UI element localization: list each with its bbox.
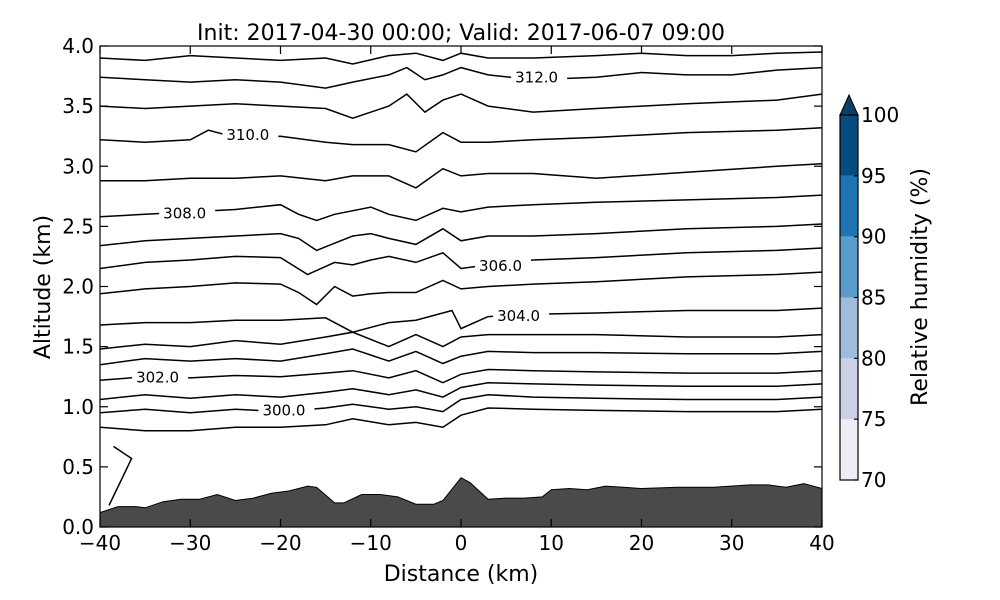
x-tick-label: 0 (455, 531, 468, 555)
y-tick-label: 2.5 (62, 214, 94, 238)
x-tick-label: −40 (79, 531, 121, 555)
contour-label-mask (159, 203, 216, 224)
colorbar-bin (840, 419, 858, 480)
colorbar-bins (840, 115, 858, 480)
contour-label-mask (258, 400, 315, 421)
theta-contour-line (99, 66, 823, 89)
colorbar-tick-label: 70 (861, 468, 886, 492)
contour-label-layer: 300.0 302.0 304.0 306.0 308.0 310.0 312.0 (132, 67, 568, 421)
theta-contour-line (99, 223, 823, 252)
y-axis-title: Altitude (km) (31, 215, 56, 359)
colorbar-tick-label: 90 (861, 225, 886, 249)
colorbar-tick-label: 95 (861, 164, 886, 188)
y-tick-label: 4.0 (62, 34, 94, 58)
theta-contour-line (108, 445, 133, 506)
contour-label: 310.0 (226, 126, 269, 144)
x-tick-label: 10 (539, 531, 564, 555)
theta-contour-line (100, 163, 823, 189)
theta-contour-line (99, 194, 823, 222)
contour-label-mask (493, 306, 550, 327)
terrain-area (99, 477, 823, 528)
x-tick-label: 40 (809, 531, 834, 555)
terrain-layer (99, 477, 823, 528)
x-axis-ticks: −40 −30 −20 −10 0 10 20 30 40 (79, 46, 835, 555)
theta-contour-line (99, 247, 823, 276)
colorbar-bin (840, 297, 858, 359)
theta-contour-line (99, 127, 823, 153)
colorbar-bin (840, 115, 858, 176)
y-tick-label: 3.5 (62, 94, 94, 118)
x-tick-label: −20 (259, 531, 301, 555)
y-tick-label: 0.0 (62, 515, 94, 539)
theta-contour-line (99, 393, 823, 414)
theta-contour-line (99, 368, 823, 384)
theta-contour-line (99, 348, 823, 366)
contour-label: 306.0 (479, 257, 522, 275)
colorbar-title: Relative humidity (%) (908, 168, 933, 406)
theta-contour-line (99, 407, 823, 432)
theta-contour-line (99, 331, 823, 350)
x-tick-label: 30 (719, 531, 744, 555)
colorbar-bin (840, 358, 858, 420)
colorbar-tick-label: 85 (861, 286, 886, 310)
plot-title: Init: 2017-04-30 00:00; Valid: 2017-06-0… (197, 21, 725, 46)
y-tick-label: 2.0 (62, 275, 94, 299)
theta-contour-line (99, 93, 823, 119)
y-tick-label: 0.5 (62, 455, 94, 479)
contour-label-mask (475, 256, 532, 277)
theta-contour-line (99, 51, 823, 65)
contour-label: 304.0 (497, 307, 540, 325)
colorbar-tick-label: 100 (861, 103, 899, 127)
x-tick-label: −10 (350, 531, 392, 555)
contour-label: 300.0 (262, 402, 305, 420)
contour-label: 308.0 (163, 204, 206, 222)
contour-label: 312.0 (515, 69, 558, 87)
colorbar-extend-arrow (839, 93, 859, 116)
x-tick-label: 20 (629, 531, 654, 555)
colorbar-bin (840, 236, 858, 298)
colorbar-tick-label: 75 (861, 407, 886, 431)
contour-layer (99, 51, 823, 506)
contour-label-mask (222, 124, 279, 145)
contour-label-mask (132, 367, 189, 388)
x-axis-title: Distance (km) (384, 562, 539, 587)
y-tick-label: 1.5 (62, 335, 94, 359)
contour-label-mask (511, 67, 568, 88)
x-tick-label: −30 (169, 531, 211, 555)
plot-frame (99, 45, 823, 528)
colorbar-ticks: 70 75 80 85 90 95 100 (854, 103, 899, 492)
colorbar-tick-label: 80 (861, 346, 886, 370)
colorbar: 70 75 80 85 90 95 100 Relative humidity (%) (839, 93, 933, 492)
colorbar-bin (840, 175, 858, 237)
y-tick-label: 3.0 (62, 154, 94, 178)
contour-label: 302.0 (136, 368, 179, 386)
theta-contour-line (99, 307, 823, 334)
y-tick-label: 1.0 (62, 395, 94, 419)
theta-contour-line (99, 381, 823, 401)
y-axis-ticks: 0.0 0.5 1.0 1.5 2.0 2.5 3.0 3.5 4.0 (62, 34, 822, 539)
theta-contour-line (99, 271, 823, 306)
